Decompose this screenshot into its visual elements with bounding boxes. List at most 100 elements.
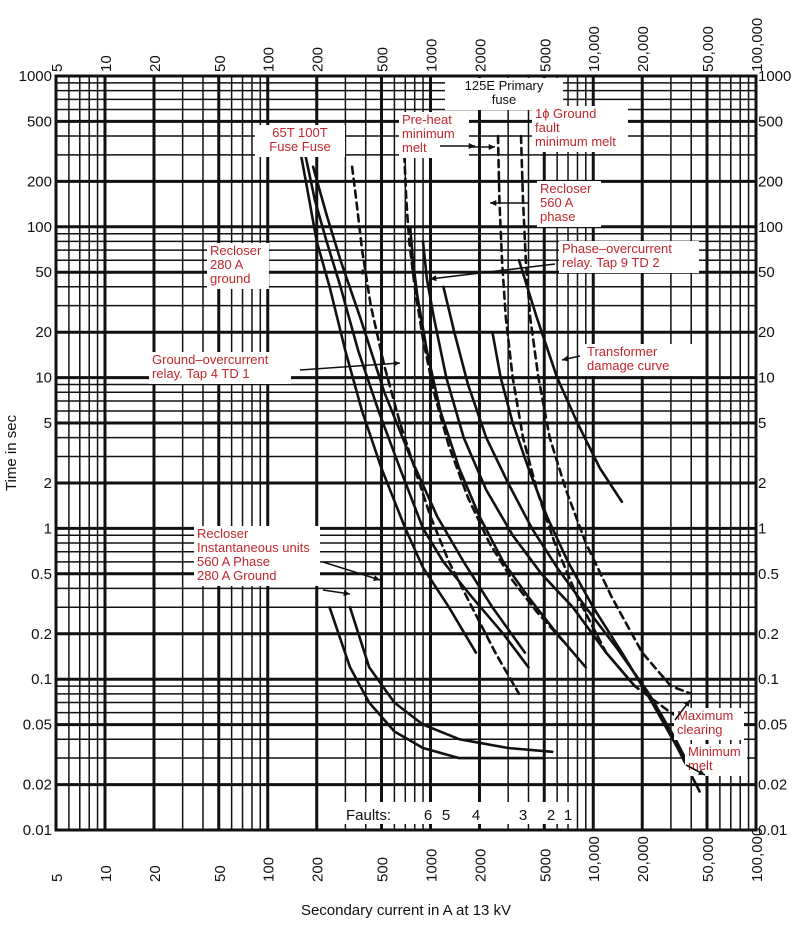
y-tick-label-left: 0.1 (31, 671, 52, 688)
annotation-line: Ground–overcurrent (152, 352, 269, 367)
x-tick-label-bottom: 5 (49, 874, 66, 882)
annotation-bg (255, 125, 345, 157)
leader-arrow-head (698, 769, 705, 775)
annotation-line: 560 A (540, 195, 574, 210)
annotation-line: fault (535, 120, 560, 135)
leader-arrow-line (429, 263, 556, 280)
y-tick-label-left: 1 (44, 520, 52, 537)
x-tick-label-bottom: 5000 (537, 849, 554, 882)
x-tick-label-bottom: 100,000 (749, 828, 766, 882)
annotation-line: Recloser (210, 243, 262, 258)
x-tick-label-top: 10 (98, 55, 115, 72)
x-tick-label-top: 50 (212, 55, 229, 72)
tcc-curve (491, 330, 701, 793)
leader-arrow-head (361, 268, 368, 276)
y-tick-label-left: 0.05 (23, 717, 52, 734)
annotation-line: Fuse Fuse (269, 139, 330, 154)
x-tick-label-top: 5000 (537, 39, 554, 72)
y-tick-label-left: 10 (35, 370, 52, 387)
y-tick-label-right: 10 (758, 370, 775, 387)
y-tick-label-left: 2 (44, 475, 52, 492)
y-tick-label-right: 500 (758, 113, 783, 130)
tcc-curve (421, 240, 637, 688)
leader-arrow-head (562, 355, 569, 362)
leader-arrow-head (393, 360, 400, 367)
annotation-line: fuse (492, 92, 517, 107)
x-tick-label-bottom: 50,000 (700, 836, 717, 882)
leader-arrow-line (322, 561, 381, 581)
x-tick-label-bottom: 500 (375, 857, 392, 882)
faults-label-bg (343, 802, 575, 824)
tcc-curve (517, 259, 624, 504)
annotation-recloser-inst: Recloser Instantaneous units 560 A Phase 28… (197, 526, 310, 583)
curve-group (299, 134, 701, 793)
tick-labels: 5510102020505010010020020050050010001000… (19, 18, 792, 882)
leader-arrow-head (488, 143, 495, 151)
annotation-line: Pre-heat (402, 112, 452, 127)
annotation-line: Maximum (677, 708, 733, 723)
annotation-line: minimum (402, 126, 455, 141)
annotation-bg (584, 344, 696, 376)
x-tick-label-top: 5 (49, 64, 66, 72)
y-tick-label-right: 200 (758, 173, 783, 190)
leader-arrow-head (430, 275, 437, 282)
y-tick-label-right: 0.01 (758, 822, 787, 839)
y-tick-label-left: 100 (27, 219, 52, 236)
fault-number: 5 (442, 807, 450, 824)
tcc-curve (350, 165, 521, 696)
y-tick-label-left: 50 (35, 264, 52, 281)
y-tick-label-right: 100 (758, 219, 783, 236)
x-tick-label-bottom: 20 (147, 865, 164, 882)
tcc-curve (403, 153, 565, 642)
fault-number: 3 (519, 807, 527, 824)
x-tick-label-bottom: 1000 (423, 849, 440, 882)
leader-arrow-head (683, 700, 690, 707)
annotation-line: Recloser (540, 181, 592, 196)
x-tick-label-bottom: 50 (212, 865, 229, 882)
y-tick-label-left: 0.5 (31, 566, 52, 583)
fault-number: 2 (547, 807, 555, 824)
x-tick-label-top: 50,000 (700, 26, 717, 72)
x-tick-label-top: 10,000 (586, 26, 603, 72)
annotation-phase-relay: Phase–overcurrent relay. Tap 9 TD 2 (562, 241, 672, 270)
annotation-bg (207, 243, 269, 289)
x-tick-label-bottom: 10,000 (586, 836, 603, 882)
annotation-bg (149, 352, 291, 384)
annotation-line: damage curve (587, 358, 669, 373)
y-tick-label-right: 20 (758, 324, 775, 341)
y-tick-label-right: 5 (758, 415, 766, 432)
annotation-line: clearing (677, 722, 723, 737)
y-tick-label-left: 0.01 (23, 822, 52, 839)
y-tick-label-right: 1000 (758, 68, 791, 85)
fault-number: 6 (424, 807, 432, 824)
leader-arrow-head (490, 199, 497, 207)
annotation-line: Phase–overcurrent (562, 241, 672, 256)
annotation-line: Minimum (688, 744, 741, 759)
y-tick-label-left: 0.02 (23, 777, 52, 794)
tcc-curve (519, 134, 693, 696)
annotation-line: 125E Primary (465, 78, 544, 93)
fault-number: 1 (564, 807, 572, 824)
tcc-curve (348, 606, 554, 754)
annotations: 125E Primary fuse 65T 100T Fuse Fuse Pre-hea… (149, 78, 747, 776)
annotation-line: Recloser (197, 526, 249, 541)
x-tick-label-top: 20 (147, 55, 164, 72)
annotation-line: 1ɸ Ground (535, 106, 596, 121)
x-tick-label-top: 1000 (423, 39, 440, 72)
leader-arrow-line (299, 362, 401, 371)
y-tick-label-left: 0.2 (31, 626, 52, 643)
y-tick-label-right: 0.1 (758, 671, 779, 688)
fault-number: 4 (472, 807, 480, 824)
faults-label: Faults: (346, 807, 391, 824)
annotation-bg (537, 181, 601, 227)
annotation-ground-relay: Ground–overcurrent relay. Tap 4 TD 1 (152, 352, 269, 381)
fault-markers: Faults: 6 5 4 3 2 1 (343, 802, 575, 824)
annotation-line: 560 A Phase (197, 554, 270, 569)
x-tick-label-top: 2000 (472, 39, 489, 72)
plot-border (54, 74, 758, 832)
x-tick-label-top: 500 (375, 47, 392, 72)
y-tick-label-right: 1 (758, 520, 766, 537)
x-axis-title: Secondary current in A at 13 kV (301, 902, 511, 919)
leader-arrow-head (468, 142, 475, 150)
